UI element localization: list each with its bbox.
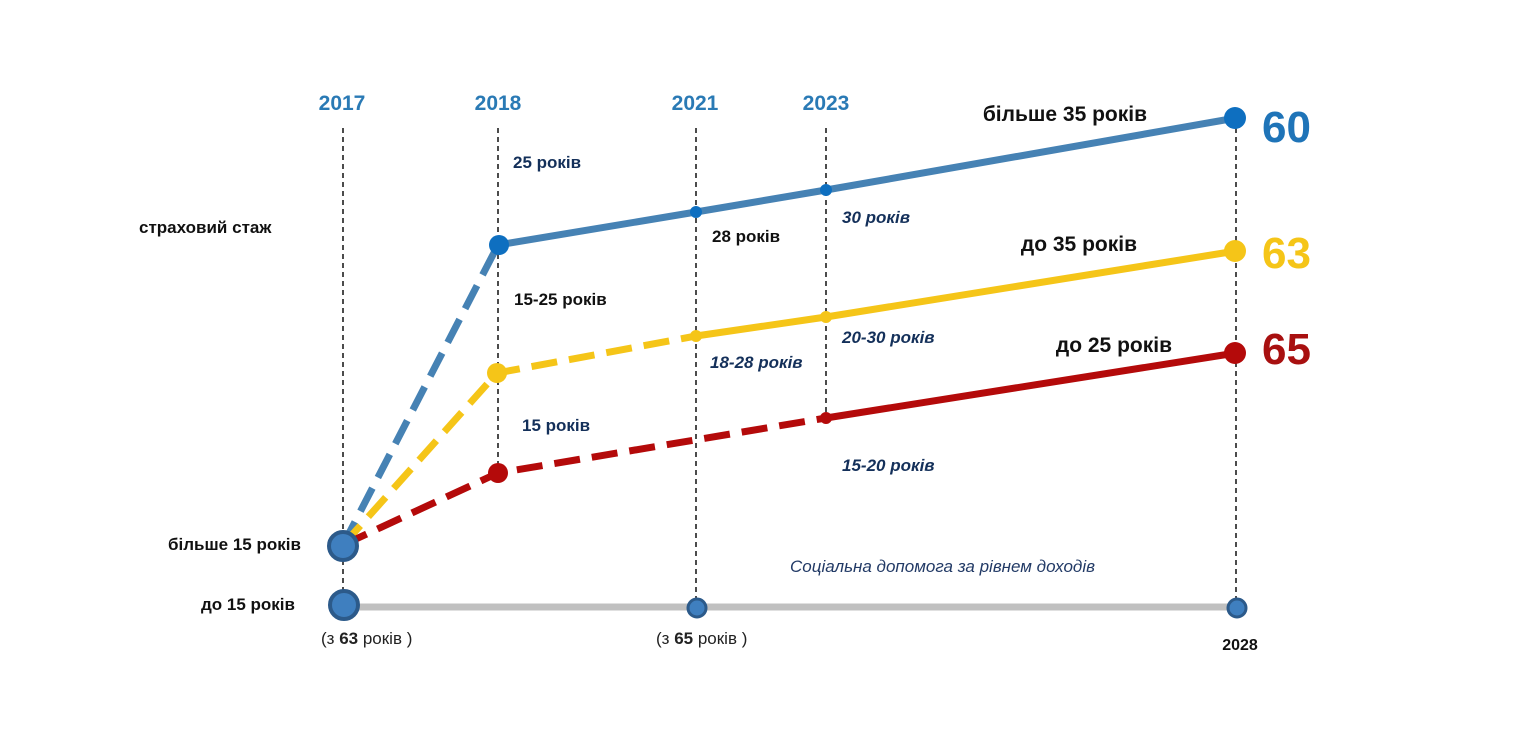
blue-point-2023 xyxy=(820,184,832,196)
insurance-record-label: страховий стаж xyxy=(139,218,272,237)
year-2017: 2017 xyxy=(319,92,366,115)
blue-stage-label-2021: 28 років xyxy=(712,227,780,246)
blue-group-label: більше 35 років xyxy=(983,103,1147,126)
yellow-point-2028 xyxy=(1224,240,1246,262)
yellow-point-2023 xyxy=(820,311,832,323)
base-point-2021 xyxy=(686,597,708,619)
blue-dashed-segment xyxy=(339,243,502,547)
yellow-series-line xyxy=(695,247,1237,340)
blue-point-2021 xyxy=(690,206,702,218)
blue-point-2028 xyxy=(1224,107,1246,129)
year-2023: 2023 xyxy=(803,92,850,115)
blue-stage-label-2018: 25 років xyxy=(513,153,581,172)
yellow-group-label: до 35 років xyxy=(1021,233,1137,256)
from-65-label: (з 65 років ) xyxy=(656,629,747,648)
origin-point-over-15 xyxy=(327,530,359,562)
red-stage-label-2018: 15 років xyxy=(522,416,590,435)
red-point-2018 xyxy=(488,463,508,483)
red-series-line xyxy=(825,349,1237,422)
blue-retirement-age: 60 xyxy=(1262,103,1311,152)
red-point-2028 xyxy=(1224,342,1246,364)
blue-point-2018 xyxy=(489,235,509,255)
yellow-stage-label-2021: 18-28 років xyxy=(710,353,803,372)
yellow-retirement-age: 63 xyxy=(1262,229,1311,278)
blue-series-line xyxy=(497,114,1237,249)
origin-point-up-to-15 xyxy=(328,589,360,621)
red-group-label: до 25 років xyxy=(1056,334,1172,357)
red-retirement-age: 65 xyxy=(1262,325,1311,374)
from-63-label: (з 63 років ) xyxy=(321,629,412,648)
yellow-point-2021 xyxy=(690,330,702,342)
year-2018: 2018 xyxy=(475,92,522,115)
red-dashed-segment xyxy=(341,414,827,549)
blue-stage-label-2023: 30 років xyxy=(842,208,910,227)
yellow-stage-label-2023: 20-30 років xyxy=(841,328,935,347)
year-2028: 2028 xyxy=(1222,637,1258,654)
red-stage-label-2023: 15-20 років xyxy=(842,456,935,475)
base-point-2028 xyxy=(1226,597,1248,619)
yellow-stage-label-2018: 15-25 років xyxy=(514,290,607,309)
over-15-label: більше 15 років xyxy=(168,535,301,554)
up-to-15-label: до 15 років xyxy=(201,595,295,614)
red-point-2023 xyxy=(820,412,832,424)
social-assistance-note: Соціальна допомога за рівнем доходів xyxy=(790,557,1095,576)
yellow-point-2018 xyxy=(487,363,507,383)
year-2021: 2021 xyxy=(672,92,719,115)
